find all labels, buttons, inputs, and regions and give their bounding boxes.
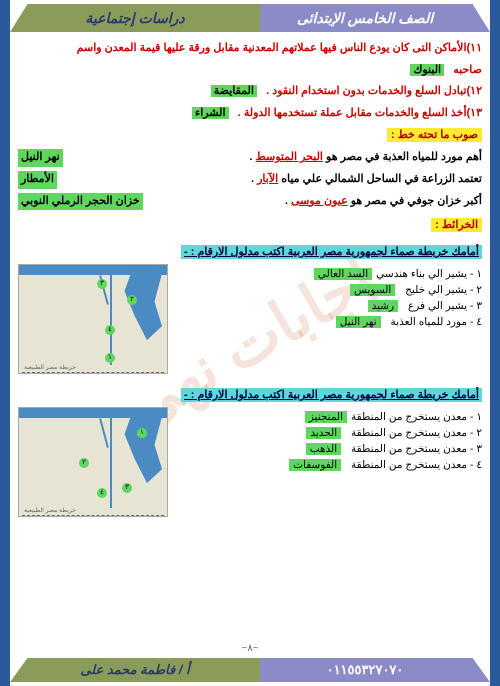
map2-a: الفوسفات [289,459,341,471]
c1: أهم مورد للمياه العذبة في مصر هو البحر ا… [18,149,482,167]
map-marker: ٤ [105,325,115,335]
c2: تعتمد الزراعة في الساحل الشمالي علي مياه… [18,171,482,189]
map1-image: ٣ ٢ ٤ ١ خريطة مصر الطبيعية [18,264,168,374]
map2-image: ١ ٢ ٣ ٤ خريطة مصر الطبيعية [18,407,168,517]
map2-caption: خريطة مصر الطبيعية [24,507,76,514]
map-marker: ٣ [122,483,132,493]
map2-a: المنجنيز [305,411,347,423]
section-correct-wrap: صوب ما تحته خط : [18,128,482,141]
map1-q: ١ - يشير الي بناء هندسي [376,268,482,280]
map2-q: ٤ - معدن يستخرج من المنطقة [351,459,482,471]
map-marker: ١ [105,353,115,363]
map-sea-red [112,270,162,340]
map-marker: ٢ [79,458,89,468]
section-correct: صوب ما تحته خط : [387,128,482,142]
page-content: ١١)الأماكن التى كان يودع الناس فيها عملا… [18,36,482,652]
teacher-phone: ٠١١٥٥٣٢٧٠٧٠ [240,658,490,682]
teacher-name: أ / فاطمة محمد على [10,658,260,682]
c1-pre: أهم مورد للمياه العذبة في مصر هو [326,151,482,163]
map2-row: ٤ - معدن يستخرج من المنطقة الفوسفات [176,459,482,471]
map1-row: ٤ - مورد للمياه العذبة نهر النيل [176,316,482,328]
map1-q: ٣ - يشير الي فرع [408,300,482,312]
map1-list: ١ - يشير الي بناء هندسي السد العالي ٢ - ي… [176,264,482,332]
c2-pre: تعتمد الزراعة في الساحل الشمالي علي مياه [281,173,482,185]
q11-line2: صاحبه البنوك [18,62,482,80]
map2-row: ٢ - معدن يستخرج من المنطقة الحديد [176,427,482,439]
q13-line: ١٣)أخذ السلع والخدمات مقابل عملة تستخدمه… [18,105,482,123]
map2-title-wrap: أمامك خريطة صماء لجمهورية مصر العربية اك… [18,388,482,401]
c2-wrong: الآبار [257,173,278,185]
c3-right: خزان الحجر الرملي النوبي [18,193,143,211]
q13-ans: الشراء [192,107,229,119]
map1-a: نهر النيل [336,316,381,328]
map-border [22,372,164,373]
section-maps-wrap: الخرائط : [18,218,482,231]
map2-row: ٣ - معدن يستخرج من المنطقة الذهب [176,443,482,455]
map1-a: رشيد [368,300,399,312]
map2-q: ٣ - معدن يستخرج من المنطقة [351,443,482,455]
map1-caption: خريطة مصر الطبيعية [24,364,76,371]
map-nile [110,418,112,508]
map2-a: الحديد [306,427,341,439]
q11-text2: صاحبه [453,64,482,76]
map1-q: ٢ - يشير الي خليج [405,284,482,296]
page-number: ~٨~ [0,643,500,654]
map2-title: أمامك خريطة صماء لجمهورية مصر العربية اك… [181,388,482,402]
map1-a: السد العالي [314,268,372,280]
map1-q: ٤ - مورد للمياه العذبة [391,316,482,328]
map-marker: ٣ [97,279,107,289]
c3-pre: أكبر خزان جوفي في مصر هو [351,195,482,207]
map2-q: ٢ - معدن يستخرج من المنطقة [351,427,482,439]
map2-list: ١ - معدن يستخرج من المنطقة المنجنيز ٢ - م… [176,407,482,475]
map1-title-wrap: أمامك خريطة صماء لجمهورية مصر العربية اك… [18,245,482,258]
page-header: الصف الخامس الإبتدائى دراسات إجتماعية [10,4,490,32]
c3: أكبر خزان جوفي في مصر هو عيون موسى . خزا… [18,193,482,211]
q12-line: ١٢)تبادل السلع والخدمات بدون استخدام الن… [18,83,482,101]
q11-text: ١١)الأماكن التى كان يودع الناس فيها عملا… [77,42,482,54]
map1-row: ٢ - يشير الي خليج السويس [176,284,482,296]
c2-right: الأمطار [18,171,57,189]
q13-text: ١٣)أخذ السلع والخدمات مقابل عملة تستخدمه… [238,107,482,119]
q11-ans: البنوك [410,64,444,76]
map-marker: ٤ [97,488,107,498]
map-sea-red [112,413,162,483]
map1-section: ١ - يشير الي بناء هندسي السد العالي ٢ - ي… [18,264,482,374]
map-nile-branch [99,418,109,447]
grade-label: الصف الخامس الإبتدائى [240,4,490,32]
map1-a: السويس [350,284,395,296]
c1-right: نهر النيل [18,149,63,167]
map2-section: ١ - معدن يستخرج من المنطقة المنجنيز ٢ - م… [18,407,482,517]
map2-q: ١ - معدن يستخرج من المنطقة [351,411,482,423]
map-border [22,515,164,516]
map2-a: الذهب [306,443,341,455]
map1-row: ١ - يشير الي بناء هندسي السد العالي [176,268,482,280]
map1-row: ٣ - يشير الي فرع رشيد [176,300,482,312]
q12-ans: المقايضة [211,85,257,97]
subject-label: دراسات إجتماعية [10,4,260,32]
section-maps: الخرائط : [431,218,482,232]
c1-wrong: البحر المتوسط [256,151,323,163]
map1-title: أمامك خريطة صماء لجمهورية مصر العربية اك… [181,245,482,259]
q12-text: ١٢)تبادل السلع والخدمات بدون استخدام الن… [266,85,482,97]
page-footer: ٠١١٥٥٣٢٧٠٧٠ أ / فاطمة محمد على [10,658,490,682]
q11-line: ١١)الأماكن التى كان يودع الناس فيها عملا… [18,40,482,58]
c3-wrong: عيون موسى [291,195,348,207]
map2-row: ١ - معدن يستخرج من المنطقة المنجنيز [176,411,482,423]
map-nile [110,275,112,365]
left-border [0,0,10,686]
right-border [490,0,500,686]
